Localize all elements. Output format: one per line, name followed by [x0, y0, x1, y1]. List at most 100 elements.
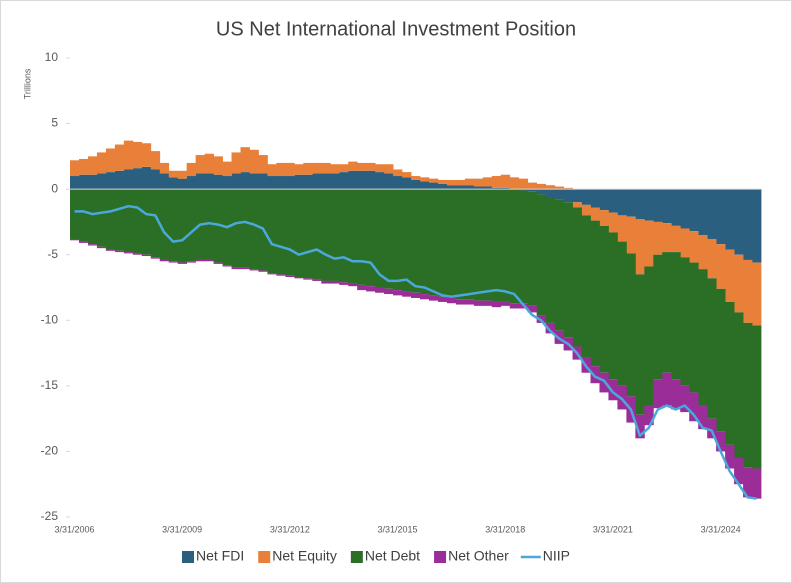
x-tick-label: 3/31/2009 [162, 524, 202, 534]
bar [132, 168, 143, 190]
bar [734, 254, 744, 313]
bar [455, 189, 466, 300]
bar [222, 265, 232, 267]
bar [267, 176, 277, 190]
bar [572, 207, 582, 347]
bar [464, 185, 475, 190]
bar [743, 259, 753, 323]
bar [249, 149, 259, 174]
bar [105, 172, 116, 190]
legend-label: Net Equity [272, 548, 337, 564]
bar [186, 261, 197, 263]
bar [393, 169, 403, 177]
bar [518, 178, 529, 190]
bar [536, 189, 547, 195]
bar [662, 372, 672, 406]
bar [689, 392, 699, 422]
bar [366, 170, 376, 190]
bar [545, 197, 555, 323]
bar [375, 172, 385, 190]
bar [105, 249, 116, 251]
bar [590, 366, 600, 384]
bar [662, 252, 672, 373]
bar [554, 199, 564, 331]
bar [653, 221, 663, 255]
legend-swatch [182, 551, 194, 563]
chart-title: US Net International Investment Position [216, 18, 576, 40]
bar [464, 178, 475, 186]
legend-label: NIIP [543, 548, 570, 564]
bar [518, 189, 529, 191]
bar [70, 189, 80, 239]
bar [563, 187, 573, 190]
bar [419, 181, 430, 190]
bar [384, 288, 394, 295]
bar [482, 177, 493, 187]
bar [402, 172, 412, 178]
bar [626, 216, 636, 254]
bar [671, 225, 681, 253]
bar [70, 238, 80, 241]
bar [276, 176, 286, 190]
bar [357, 170, 367, 190]
bar [105, 148, 116, 173]
bar [536, 194, 547, 316]
bar [96, 189, 107, 247]
legend-label: Net FDI [196, 548, 244, 564]
bar [473, 189, 484, 301]
bar [437, 179, 448, 184]
bar [644, 220, 654, 267]
bar [249, 269, 259, 271]
bar [554, 189, 564, 200]
bar [159, 259, 170, 262]
bar [96, 173, 107, 190]
bar [240, 172, 250, 190]
bar [123, 252, 134, 254]
bar [240, 147, 250, 173]
bar [123, 189, 134, 253]
bar [644, 189, 654, 221]
bar [105, 189, 116, 250]
bar [393, 176, 403, 190]
bar [231, 152, 241, 174]
bar [599, 210, 609, 226]
bar [339, 172, 349, 190]
bar [78, 189, 89, 242]
bar [411, 176, 421, 180]
bar [680, 385, 690, 413]
bar [267, 273, 277, 275]
bar [213, 156, 223, 175]
y-tick-label: -20 [41, 444, 59, 458]
bar [366, 286, 376, 292]
bar [177, 170, 188, 179]
bar [168, 177, 179, 190]
bar [554, 186, 564, 190]
bar [150, 151, 161, 170]
bar [716, 431, 726, 452]
bar [446, 189, 457, 298]
bar [258, 155, 268, 174]
y-tick-label: -10 [41, 312, 59, 326]
bar [402, 291, 412, 297]
bar [213, 174, 223, 190]
bar [204, 259, 214, 262]
bar [752, 262, 762, 326]
bar [231, 267, 241, 270]
bar [141, 254, 152, 257]
bar [482, 300, 493, 306]
bar [231, 173, 241, 190]
legend-swatch [350, 551, 363, 563]
y-tick-label: 0 [51, 181, 58, 195]
x-tick-label: 3/31/2021 [593, 524, 633, 534]
bar [141, 143, 152, 167]
bar [231, 189, 241, 268]
bar [725, 301, 735, 445]
bar [78, 174, 89, 190]
bar [563, 189, 573, 203]
bar [563, 202, 573, 338]
bar [527, 182, 538, 190]
bar [195, 259, 206, 262]
bar [411, 179, 421, 190]
bar [132, 253, 143, 255]
bar [752, 468, 762, 499]
